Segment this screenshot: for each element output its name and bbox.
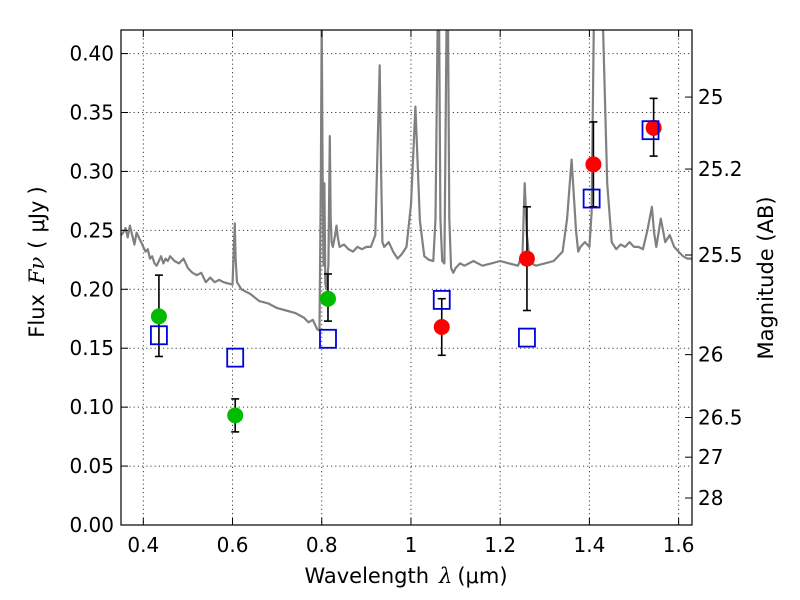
- y2-axis-title: Magnitude (AB): [754, 196, 778, 359]
- x-axis-title-unit: μm: [466, 564, 500, 588]
- model-flux-square: [582, 188, 601, 209]
- model-flux-square: [150, 325, 168, 346]
- y-tick-label: 0.00: [69, 513, 114, 537]
- model-flux-square: [319, 328, 337, 349]
- x-axis-title-close-paren: ): [499, 564, 507, 588]
- y-axis-title-text: Flux: [25, 294, 49, 338]
- x-axis-title: Wavelength λ (μm): [304, 564, 507, 588]
- y2-tick-label: 27: [698, 445, 723, 469]
- x-tick-label: 0.6: [217, 533, 249, 557]
- model-flux-square: [226, 347, 245, 368]
- x-axis-title-text: Wavelength: [304, 564, 429, 588]
- model-flux-square: [641, 120, 660, 141]
- x-tick-label: 1.6: [663, 533, 695, 557]
- x-tick-label: 1.2: [484, 533, 516, 557]
- data-point: [585, 156, 602, 173]
- y2-tick-label: 26.5: [698, 406, 743, 430]
- y-tick-label: 0.35: [69, 101, 114, 125]
- y2-tick-label: 26: [698, 343, 723, 367]
- y-tick-label: 0.40: [69, 42, 114, 66]
- data-point: [319, 290, 336, 307]
- y2-tick-label: 25: [698, 85, 723, 109]
- sed-layer: [121, 30, 692, 332]
- data-point: [518, 250, 535, 267]
- y-axis: 0.00 0.05 0.10 0.15 0.20 0.25 0.30 0.35 0.40: [69, 42, 128, 537]
- y-axis-title-close-paren: ): [25, 186, 49, 194]
- data-point: [227, 407, 244, 424]
- y-tick-label: 0.30: [69, 159, 114, 183]
- x-axis: 0.4 0.6 0.8 1 1.2 1.4 1.6: [127, 30, 695, 557]
- data-point: [433, 319, 450, 335]
- y2-tick-label: 28: [698, 486, 723, 510]
- plot-frame: [120, 29, 693, 526]
- x-tick-label: 1.4: [573, 533, 605, 557]
- model-flux-square: [518, 327, 536, 348]
- sed-model-line: [121, 30, 692, 332]
- x-tick-label: 1: [405, 533, 418, 557]
- y-tick-label: 0.15: [69, 336, 114, 360]
- y2-tick-label: 25.2: [698, 157, 743, 181]
- y-tick-label: 0.05: [69, 454, 114, 478]
- plot-background: [121, 30, 692, 525]
- y-tick-label: 0.25: [69, 218, 114, 242]
- x-axis-title-open-paren: (: [457, 564, 465, 588]
- x-tick-label: 0.8: [306, 533, 338, 557]
- x-tick-label: 0.4: [127, 533, 159, 557]
- y-axis-title: Flux Fν ( μJy): [25, 186, 49, 337]
- y-axis-title-symbol: Fν: [25, 256, 49, 285]
- model-flux-square: [432, 289, 451, 310]
- y-tick-label: 0.10: [69, 395, 114, 419]
- marker-layer: [150, 119, 662, 424]
- y-axis-title-unit: μJy: [25, 201, 49, 233]
- y-axis-title-open-paren: (: [25, 240, 49, 248]
- grid: [121, 30, 692, 526]
- y-tick-label: 0.20: [69, 277, 114, 301]
- y2-axis: 25 25.2 25.5 26 26.5 27 28: [685, 85, 743, 510]
- data-point: [150, 308, 167, 325]
- x-axis-title-symbol: λ: [438, 564, 452, 588]
- y2-tick-label: 25.5: [698, 243, 743, 267]
